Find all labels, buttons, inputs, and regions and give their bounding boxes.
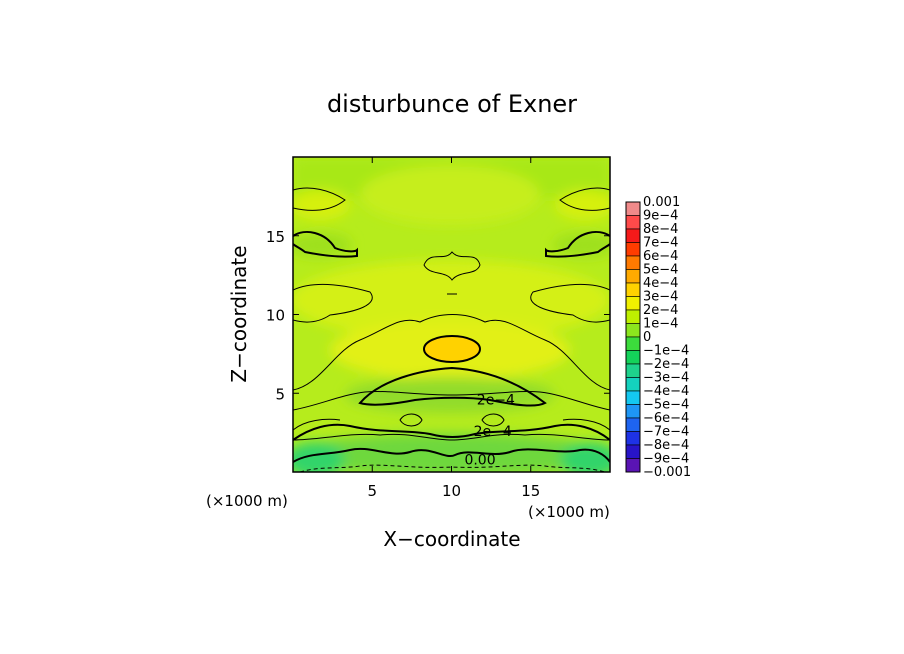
colorbar-label: 9e−4 — [643, 209, 678, 224]
colorbar-label: −1e−4 — [643, 344, 689, 359]
x-unit-left: (×1000 m) — [206, 492, 288, 510]
x-axis: 5 10 15 — [367, 157, 540, 500]
colorbar-swatch — [625, 350, 641, 365]
colorbar-label: 5e−4 — [643, 263, 678, 278]
y-tick-label: 5 — [275, 385, 285, 403]
colorbar-swatch — [625, 417, 641, 432]
colorbar-swatch — [625, 363, 641, 378]
colorbar-swatch — [625, 377, 641, 392]
colorbar-swatch — [625, 296, 641, 311]
contour-label: 2e−4 — [477, 393, 515, 409]
colorbar-label: −8e−4 — [643, 438, 689, 453]
colorbar-label: −7e−4 — [643, 425, 689, 440]
colorbar-label: −4e−4 — [643, 384, 689, 399]
x-tick-label: 5 — [367, 482, 377, 500]
colorbar-label: 6e−4 — [643, 249, 678, 264]
colorbar-label: −0.001 — [643, 465, 691, 480]
colorbar-label: 1e−4 — [643, 317, 678, 332]
contour-label: 0.00 — [464, 452, 495, 468]
contour-label: 2e−4 — [474, 424, 512, 440]
colorbar-swatch — [625, 390, 641, 405]
colorbar-swatch — [625, 269, 641, 284]
colorbar-swatch — [625, 228, 641, 243]
colorbar-swatch — [625, 444, 641, 459]
y-axis-label: Z−coordinate — [227, 245, 251, 382]
x-tick-label: 15 — [521, 482, 540, 500]
colorbar-label: −2e−4 — [643, 357, 689, 372]
colorbar-label: 2e−4 — [643, 303, 678, 318]
colorbar: 0.0019e−48e−47e−46e−45e−44e−43e−42e−41e−… — [625, 195, 691, 480]
colorbar-swatch — [625, 336, 641, 351]
colorbar-label: 3e−4 — [643, 290, 678, 305]
x-unit-right: (×1000 m) — [528, 503, 610, 521]
colorbar-swatch — [625, 458, 641, 473]
heatmap-field: 2e−4 2e−4 0.00 — [293, 157, 610, 472]
colorbar-swatch — [625, 323, 641, 338]
x-tick-label: 10 — [442, 482, 461, 500]
colorbar-label: 8e−4 — [643, 222, 678, 237]
colorbar-label: 7e−4 — [643, 236, 678, 251]
y-tick-label: 10 — [266, 307, 285, 325]
colorbar-label: −9e−4 — [643, 452, 689, 467]
colorbar-swatch — [625, 282, 641, 297]
colorbar-label: 0 — [643, 330, 651, 345]
colorbar-swatch — [625, 201, 641, 216]
y-axis: 5 10 15 — [266, 228, 610, 403]
colorbar-swatch — [625, 404, 641, 419]
colorbar-swatch — [625, 309, 641, 324]
colorbar-label: 4e−4 — [643, 276, 678, 291]
colorbar-swatch — [625, 431, 641, 446]
colorbar-swatch — [625, 242, 641, 257]
colorbar-frame — [625, 201, 641, 473]
y-tick-label: 15 — [266, 228, 285, 246]
colorbar-label: −5e−4 — [643, 398, 689, 413]
colorbar-label: 0.001 — [643, 195, 680, 210]
x-axis-label: X−coordinate — [383, 527, 520, 551]
chart-title: disturbunce of Exner — [327, 90, 577, 118]
colorbar-swatch — [625, 255, 641, 270]
colorbar-label: −3e−4 — [643, 371, 689, 386]
colorbar-swatch — [625, 215, 641, 230]
colorbar-label: −6e−4 — [643, 411, 689, 426]
